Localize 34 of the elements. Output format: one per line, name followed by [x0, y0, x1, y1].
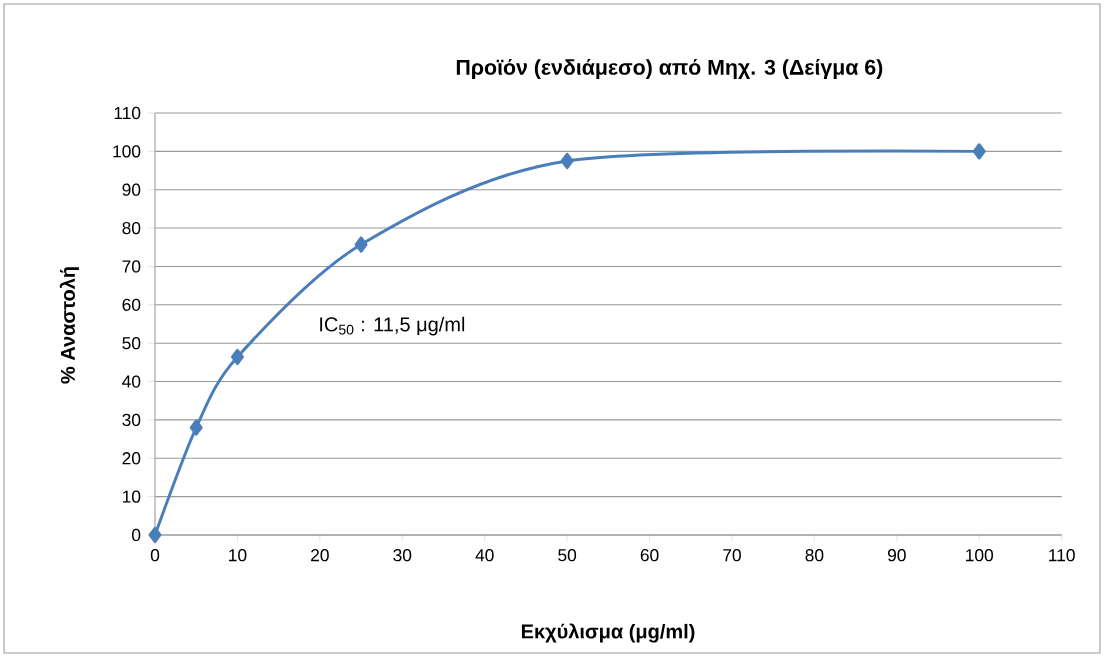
x-tick-label: 100: [966, 549, 994, 562]
x-tick-label: 0: [150, 549, 160, 562]
x-tick-label: 30: [393, 549, 412, 562]
point: [189, 419, 203, 436]
y-axis-title: % Αναστολή: [59, 267, 79, 384]
y-tick-label: 30: [122, 413, 141, 427]
y-tick-label: 20: [122, 452, 141, 465]
y-tick-label: 100: [113, 145, 141, 158]
point: [972, 143, 986, 160]
y-tick-label: 0: [132, 528, 141, 542]
x-axis-title: Εκχύλισμα (μg/ml): [521, 623, 695, 643]
y-tick-label: 90: [122, 183, 141, 196]
x-tick-label: 90: [887, 549, 906, 562]
point: [354, 236, 368, 253]
x-tick-label: 40: [475, 549, 494, 562]
annotation: IC$_{50}$ : 11,5 μg/ml: [320, 316, 465, 336]
y-tick-label: 10: [123, 490, 141, 503]
y-tick-label: 40: [122, 375, 141, 388]
x-tick-label: 20: [311, 549, 329, 562]
point: [560, 152, 574, 170]
x-tick-label: 110: [1049, 549, 1075, 562]
x-tick-label: 50: [558, 549, 577, 562]
x-tick-label: 80: [805, 549, 824, 562]
point: [230, 348, 244, 366]
y-tick-label: 50: [122, 337, 141, 350]
y-tick-label: 80: [122, 221, 141, 235]
y-tick-label: 70: [122, 260, 141, 273]
point: [148, 526, 162, 544]
x-tick-label: 10: [229, 549, 247, 562]
y-tick-label: 110: [114, 106, 141, 120]
x-tick-label: 70: [723, 549, 741, 562]
chart-title: Προϊόν (ενδιάμεσο) από Μηχ. 3 (Δείγμα 6): [456, 58, 883, 80]
x-tick-label: 60: [640, 549, 659, 562]
y-tick-label: 60: [122, 298, 141, 311]
